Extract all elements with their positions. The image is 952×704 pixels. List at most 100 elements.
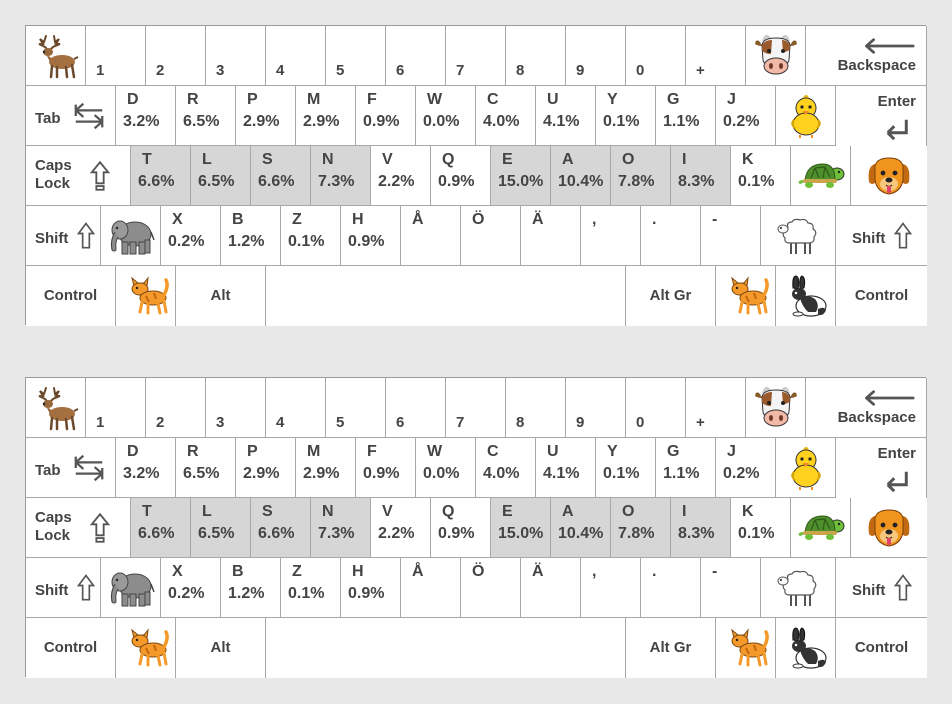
digit-key[interactable]: 3: [206, 26, 266, 86]
digit-key[interactable]: 0: [626, 26, 686, 86]
digit-key[interactable]: 2: [146, 378, 206, 438]
letter-key[interactable]: S 6.6%: [251, 498, 311, 558]
digit-key[interactable]: 5: [326, 378, 386, 438]
letter-key[interactable]: Ö: [461, 558, 521, 618]
cow-key[interactable]: [746, 26, 806, 86]
letter-key[interactable]: E 15.0%: [491, 498, 551, 558]
backspace-key[interactable]: Backspace: [806, 26, 927, 86]
letter-key[interactable]: J 0.2%: [716, 86, 776, 146]
letter-key[interactable]: L 6.5%: [191, 498, 251, 558]
letter-key[interactable]: F 0.9%: [356, 86, 416, 146]
letter-key[interactable]: Å: [401, 206, 461, 266]
letter-key[interactable]: T 6.6%: [131, 146, 191, 206]
letter-key[interactable]: P 2.9%: [236, 438, 296, 498]
letter-key[interactable]: H 0.9%: [341, 558, 401, 618]
caps-lock-key[interactable]: Caps Lock: [26, 146, 131, 206]
letter-key[interactable]: Ä: [521, 206, 581, 266]
dog-key[interactable]: [851, 498, 927, 558]
letter-key[interactable]: M 2.9%: [296, 86, 356, 146]
sheep-key[interactable]: [761, 558, 836, 618]
left-control-key[interactable]: Control: [26, 266, 116, 326]
letter-key[interactable]: Z 0.1%: [281, 558, 341, 618]
letter-key[interactable]: U 4.1%: [536, 438, 596, 498]
letter-key[interactable]: B 1.2%: [221, 558, 281, 618]
deer-key[interactable]: [26, 378, 86, 438]
alt-gr-key[interactable]: Alt Gr: [626, 618, 716, 678]
letter-key[interactable]: -: [701, 558, 761, 618]
right-control-key[interactable]: Control: [836, 618, 927, 678]
letter-key[interactable]: -: [701, 206, 761, 266]
letter-key[interactable]: K 0.1%: [731, 498, 791, 558]
caps-lock-key[interactable]: Caps Lock: [26, 498, 131, 558]
letter-key[interactable]: O 7.8%: [611, 498, 671, 558]
digit-key[interactable]: 8: [506, 378, 566, 438]
chick-key[interactable]: [776, 438, 836, 498]
left-shift-key[interactable]: Shift: [26, 558, 101, 618]
letter-key[interactable]: C 4.0%: [476, 438, 536, 498]
letter-key[interactable]: ,: [581, 206, 641, 266]
digit-key[interactable]: 7: [446, 378, 506, 438]
digit-key[interactable]: 9: [566, 26, 626, 86]
digit-key[interactable]: 8: [506, 26, 566, 86]
digit-key[interactable]: 1: [86, 26, 146, 86]
letter-key[interactable]: Q 0.9%: [431, 146, 491, 206]
letter-key[interactable]: Y 0.1%: [596, 86, 656, 146]
turtle-key[interactable]: [791, 498, 851, 558]
letter-key[interactable]: .: [641, 558, 701, 618]
letter-key[interactable]: Z 0.1%: [281, 206, 341, 266]
tab-key[interactable]: Tab: [26, 86, 116, 146]
alt-key[interactable]: Alt: [176, 266, 266, 326]
letter-key[interactable]: Y 0.1%: [596, 438, 656, 498]
digit-key[interactable]: 0: [626, 378, 686, 438]
elephant-key[interactable]: [101, 206, 161, 266]
letter-key[interactable]: O 7.8%: [611, 146, 671, 206]
alt-key[interactable]: Alt: [176, 618, 266, 678]
letter-key[interactable]: M 2.9%: [296, 438, 356, 498]
right-cat-key[interactable]: [716, 618, 776, 678]
digit-key[interactable]: 5: [326, 26, 386, 86]
letter-key[interactable]: B 1.2%: [221, 206, 281, 266]
digit-key[interactable]: 6: [386, 26, 446, 86]
letter-key[interactable]: K 0.1%: [731, 146, 791, 206]
letter-key[interactable]: P 2.9%: [236, 86, 296, 146]
letter-key[interactable]: D 3.2%: [116, 86, 176, 146]
letter-key[interactable]: C 4.0%: [476, 86, 536, 146]
sheep-key[interactable]: [761, 206, 836, 266]
letter-key[interactable]: G 1.1%: [656, 438, 716, 498]
letter-key[interactable]: Ä: [521, 558, 581, 618]
turtle-key[interactable]: [791, 146, 851, 206]
letter-key[interactable]: X 0.2%: [161, 558, 221, 618]
letter-key[interactable]: Å: [401, 558, 461, 618]
letter-key[interactable]: V 2.2%: [371, 146, 431, 206]
letter-key[interactable]: A 10.4%: [551, 498, 611, 558]
letter-key[interactable]: V 2.2%: [371, 498, 431, 558]
digit-key[interactable]: 9: [566, 378, 626, 438]
digit-key[interactable]: +: [686, 378, 746, 438]
left-cat-key[interactable]: [116, 266, 176, 326]
digit-key[interactable]: 3: [206, 378, 266, 438]
letter-key[interactable]: R 6.5%: [176, 438, 236, 498]
letter-key[interactable]: R 6.5%: [176, 86, 236, 146]
rabbit-key[interactable]: [776, 618, 836, 678]
letter-key[interactable]: H 0.9%: [341, 206, 401, 266]
tab-key[interactable]: Tab: [26, 438, 116, 498]
digit-key[interactable]: 4: [266, 26, 326, 86]
right-shift-key[interactable]: Shift: [836, 558, 927, 618]
letter-key[interactable]: E 15.0%: [491, 146, 551, 206]
letter-key[interactable]: N 7.3%: [311, 498, 371, 558]
letter-key[interactable]: I 8.3%: [671, 498, 731, 558]
letter-key[interactable]: F 0.9%: [356, 438, 416, 498]
letter-key[interactable]: X 0.2%: [161, 206, 221, 266]
left-shift-key[interactable]: Shift: [26, 206, 101, 266]
digit-key[interactable]: 2: [146, 26, 206, 86]
deer-key[interactable]: [26, 26, 86, 86]
right-shift-key[interactable]: Shift: [836, 206, 927, 266]
digit-key[interactable]: 1: [86, 378, 146, 438]
right-control-key[interactable]: Control: [836, 266, 927, 326]
rabbit-key[interactable]: [776, 266, 836, 326]
letter-key[interactable]: S 6.6%: [251, 146, 311, 206]
digit-key[interactable]: +: [686, 26, 746, 86]
letter-key[interactable]: J 0.2%: [716, 438, 776, 498]
backspace-key[interactable]: Backspace: [806, 378, 927, 438]
letter-key[interactable]: .: [641, 206, 701, 266]
